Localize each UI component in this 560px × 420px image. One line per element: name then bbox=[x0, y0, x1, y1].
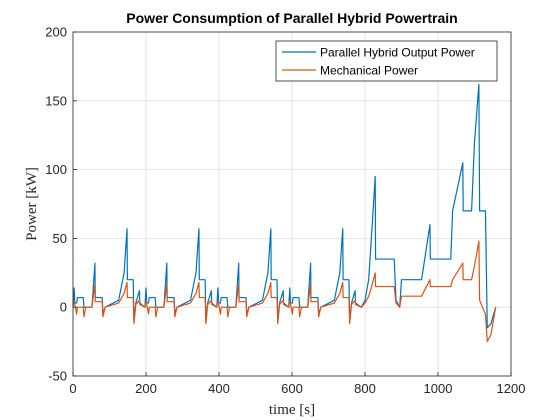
y-axis-label: Power [kW] bbox=[24, 167, 40, 241]
y-tick-label: 0 bbox=[60, 300, 67, 315]
y-tick-label: 100 bbox=[45, 162, 67, 177]
legend-label: Mechanical Power bbox=[320, 64, 418, 78]
y-tick-label: -50 bbox=[48, 369, 67, 384]
legend-label: Parallel Hybrid Output Power bbox=[320, 46, 475, 60]
y-tick-label: 150 bbox=[45, 93, 67, 108]
x-tick-label: 1000 bbox=[424, 381, 453, 396]
chart-title: Power Consumption of Parallel Hybrid Pow… bbox=[126, 10, 457, 26]
y-tick-label: 200 bbox=[45, 25, 67, 40]
lines bbox=[72, 83, 497, 343]
x-tick-label: 400 bbox=[208, 381, 230, 396]
x-tick-label: 200 bbox=[135, 381, 157, 396]
y-tick-label: 50 bbox=[53, 231, 67, 246]
series-line bbox=[72, 240, 497, 343]
x-tick-label: 0 bbox=[69, 381, 76, 396]
legend-box bbox=[275, 40, 498, 82]
x-tick-label: 800 bbox=[354, 381, 376, 396]
x-axis-label: time [s] bbox=[269, 402, 315, 418]
x-tick-label: 600 bbox=[281, 381, 303, 396]
x-tick-label: 1200 bbox=[497, 381, 526, 396]
legend: Parallel Hybrid Output Power Mechanical P… bbox=[275, 40, 498, 82]
